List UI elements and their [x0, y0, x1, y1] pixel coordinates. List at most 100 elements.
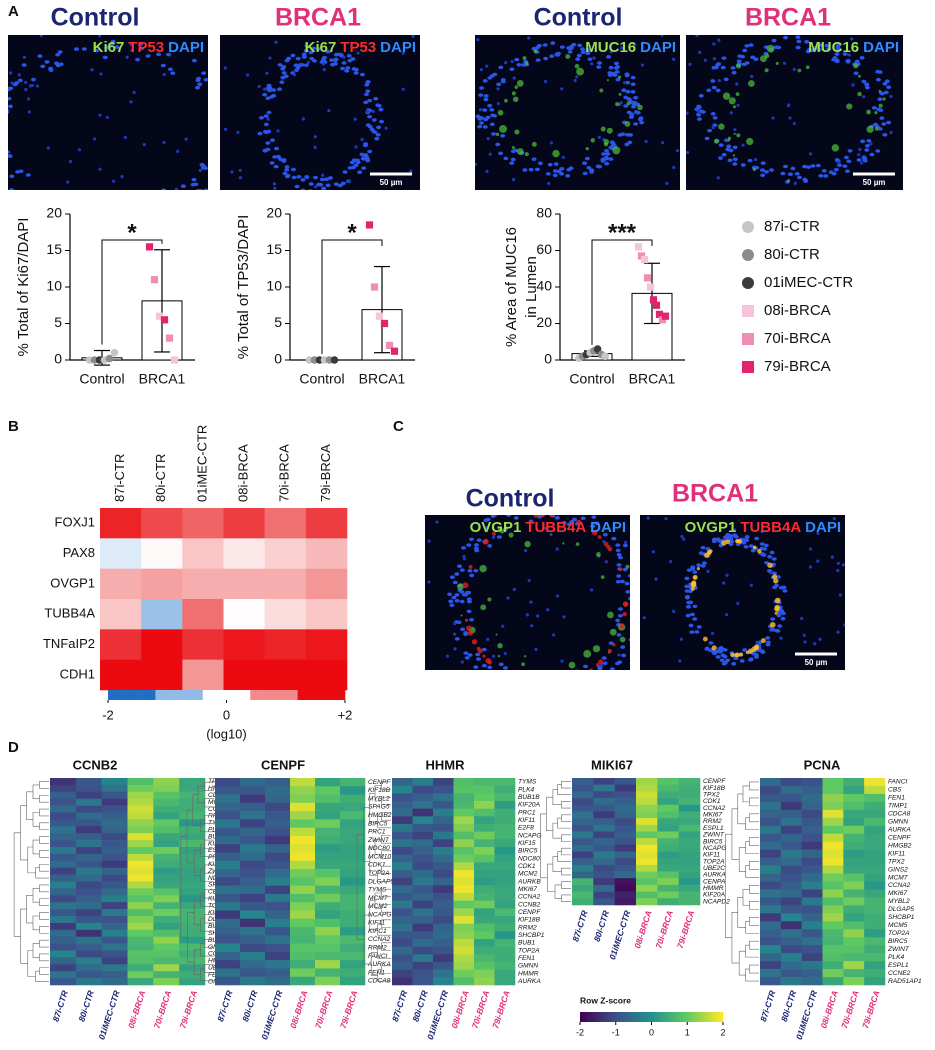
heatmap-cell	[760, 937, 782, 946]
heatmap-cell	[215, 835, 241, 845]
heatmap-cell	[141, 629, 183, 660]
nucleus	[854, 59, 860, 64]
heatmap-cell	[153, 909, 180, 917]
stain	[598, 659, 604, 665]
stain	[497, 642, 503, 649]
nucleus	[0, 106, 3, 110]
heatmap-cell	[340, 893, 366, 903]
nucleus	[478, 108, 483, 112]
nucleus	[371, 109, 375, 114]
gene-label: FEN1	[518, 955, 535, 962]
nucleus	[299, 63, 305, 67]
nucleus	[580, 516, 586, 521]
data-point	[649, 296, 658, 304]
heatmap-cell	[101, 916, 128, 924]
nucleus	[145, 54, 151, 58]
stain	[730, 652, 735, 658]
nucleus	[22, 55, 26, 59]
heatmap-cell	[340, 786, 366, 795]
heatmap-cell	[75, 812, 102, 820]
nucleus	[834, 52, 840, 56]
nucleus	[25, 173, 31, 177]
heatmap-cell	[392, 939, 413, 947]
heatmap-cell	[265, 811, 291, 820]
heatmap-cell	[843, 801, 865, 811]
nucleus	[671, 609, 676, 613]
heatmap-cell	[215, 951, 241, 961]
heatmap-cell	[864, 937, 886, 946]
heatmap-cell	[412, 854, 434, 863]
nucleus	[864, 85, 870, 90]
heatmap-cell	[614, 884, 637, 892]
stain	[874, 127, 879, 131]
nucleus	[617, 607, 623, 611]
nucleus	[614, 661, 620, 666]
heatmap-cell	[474, 969, 495, 978]
nucleus	[80, 212, 85, 216]
heatmap-cell	[179, 978, 206, 986]
nucleus	[625, 80, 631, 85]
stain	[858, 74, 861, 78]
micrograph-content	[686, 35, 903, 190]
nucleus	[109, 203, 114, 207]
heatmap-cell	[315, 786, 341, 795]
stain	[482, 654, 486, 658]
y-tick-label: 15	[46, 241, 62, 257]
heatmap-cell	[453, 946, 475, 955]
nucleus	[38, 204, 43, 208]
gene-label: KIF20A	[518, 802, 541, 809]
dendrogram	[32, 943, 40, 958]
stain	[718, 123, 725, 130]
stain-name: DAPI	[863, 39, 899, 56]
nucleus	[671, 57, 676, 61]
colorbar-step	[637, 1012, 641, 1022]
nucleus	[365, 158, 371, 163]
dendrogram	[557, 784, 571, 796]
gene-label: NCAPD2	[703, 898, 730, 905]
heatmap-cell	[75, 798, 102, 806]
heatmap-cell	[614, 891, 637, 899]
heatmap-cell	[636, 778, 658, 785]
heatmap-cell	[494, 946, 516, 955]
nucleus	[686, 600, 692, 605]
column-label: 70i-BRCA	[653, 909, 675, 949]
heatmap-cell	[412, 824, 434, 832]
nucleus	[487, 665, 493, 670]
heatmap-cell	[412, 808, 434, 817]
heatmap-cell	[864, 857, 886, 866]
y-axis-label: % Total of TP53/DAPI	[235, 215, 252, 360]
heatmap-cell	[240, 918, 266, 928]
nucleus	[193, 190, 198, 194]
nucleus	[591, 515, 597, 519]
y-tick-label: 40	[536, 278, 552, 294]
gene-label: MCM10	[368, 853, 391, 860]
nucleus	[475, 114, 481, 119]
nucleus	[810, 164, 816, 168]
heatmap-cell	[179, 791, 206, 799]
heatmap-cell	[780, 889, 802, 898]
heatmap-cell	[864, 961, 886, 970]
dendrogram	[193, 899, 201, 926]
dendrogram	[356, 834, 364, 940]
nucleus	[546, 696, 551, 700]
stain-name: OVGP1	[470, 519, 522, 536]
stain	[874, 110, 878, 115]
heatmap-cell	[822, 865, 844, 874]
heatmap-cell	[412, 870, 434, 878]
nucleus	[468, 537, 474, 542]
stain	[637, 104, 643, 111]
heatmap-cell	[864, 833, 886, 842]
column-label: 01iMEC-CTR	[425, 988, 451, 1040]
heatmap-cell	[127, 784, 154, 793]
nucleus	[759, 546, 765, 551]
heatmap-cell	[50, 819, 77, 827]
heatmap-cell	[843, 809, 865, 819]
stain	[595, 663, 600, 667]
heatmap-cell	[392, 785, 413, 794]
row-label: TNFaIP2	[43, 636, 95, 651]
nucleus	[132, 90, 136, 95]
stain	[625, 564, 630, 569]
dendrogram	[193, 850, 201, 876]
heatmap-cell	[215, 869, 241, 878]
gene-label: MKI67	[518, 886, 537, 893]
